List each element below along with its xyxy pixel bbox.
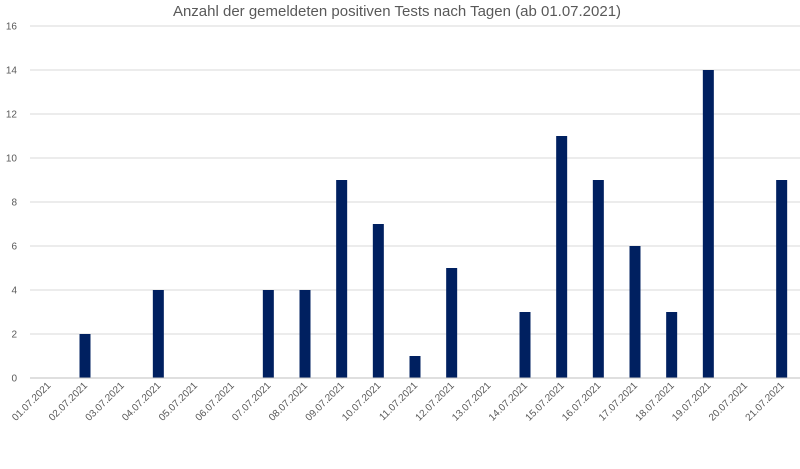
bar [519, 312, 531, 378]
bar [666, 312, 678, 378]
bar [592, 180, 604, 378]
y-tick-label: 8 [11, 198, 17, 209]
bar [262, 290, 274, 378]
bar [629, 246, 641, 378]
bar [409, 356, 421, 378]
bar [702, 70, 714, 378]
y-tick-label: 6 [11, 242, 17, 253]
y-tick-label: 10 [6, 154, 18, 165]
y-tick-label: 12 [6, 110, 18, 121]
gridlines [30, 25, 800, 335]
y-tick-label: 0 [11, 374, 17, 385]
bar [776, 180, 788, 378]
y-tick-label: 2 [11, 330, 17, 341]
bar [372, 224, 384, 378]
bars [79, 70, 788, 378]
bar [556, 136, 568, 378]
y-tick-label: 16 [6, 22, 18, 33]
y-tick-label: 14 [6, 66, 18, 77]
x-axis-ticks: 01.07.202102.07.202103.07.202104.07.2021… [10, 380, 787, 423]
bar [336, 180, 348, 378]
chart-title: Anzahl der gemeldeten positiven Tests na… [173, 3, 621, 20]
bar [446, 268, 458, 378]
bar [152, 290, 164, 378]
x-tick-label: 10.07.2021 [340, 380, 383, 423]
y-axis-ticks: 0 2 4 6 8 10 12 14 16 [6, 22, 18, 385]
bar [79, 334, 91, 378]
bar [299, 290, 311, 378]
x-tick-label: 21.07.2021 [744, 380, 787, 423]
y-tick-label: 4 [11, 286, 17, 297]
